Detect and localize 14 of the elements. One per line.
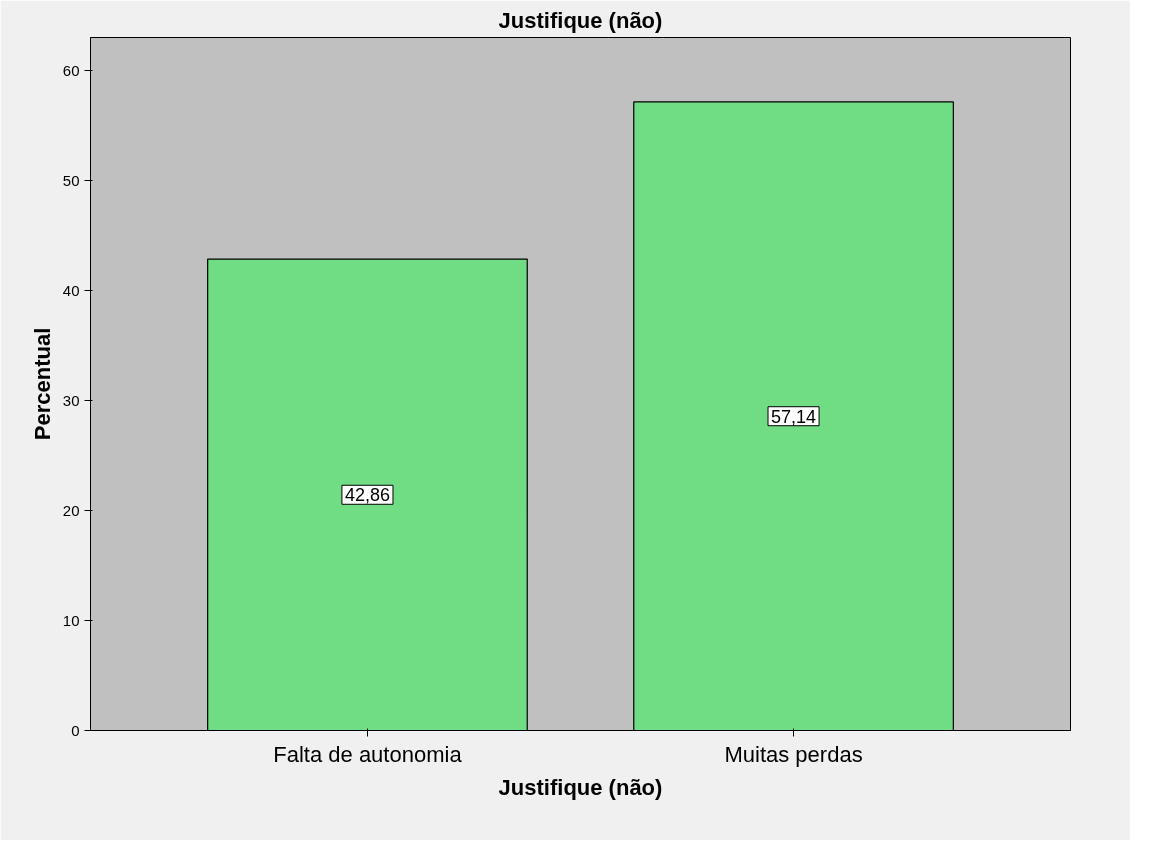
y-axis-title: Percentual bbox=[29, 327, 55, 441]
data-label: 57,14 bbox=[771, 406, 817, 427]
chart-title: Justifique (não) bbox=[498, 7, 663, 33]
x-axis-title: Justifique (não) bbox=[498, 774, 663, 800]
y-tick-label: 30 bbox=[62, 391, 80, 409]
data-label: 42,86 bbox=[344, 485, 390, 506]
y-tick-label: 0 bbox=[71, 721, 80, 739]
y-tick-label: 60 bbox=[62, 61, 80, 79]
x-tick-label: Falta de autonomia bbox=[273, 741, 463, 767]
y-tick-label: 50 bbox=[62, 171, 80, 189]
y-tick-label: 40 bbox=[62, 281, 80, 299]
x-tick-label: Muitas perdas bbox=[724, 741, 863, 767]
y-tick-label: 10 bbox=[62, 611, 80, 629]
y-tick-label: 20 bbox=[62, 501, 80, 519]
